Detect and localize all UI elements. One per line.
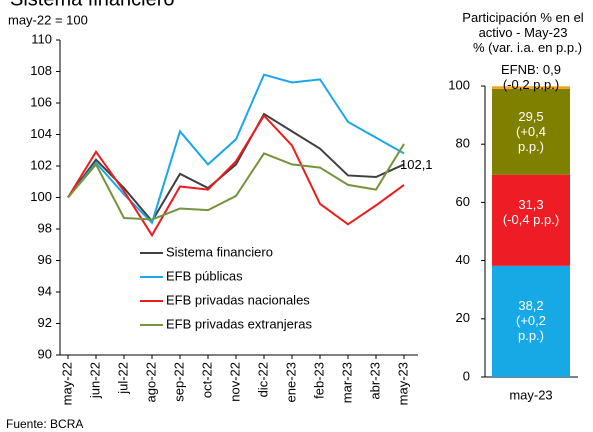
line [67,143,405,221]
bar-subtitle: (var. i.a. en p.p.) [488,40,583,55]
change-label: (+0,2 p.p.) [516,313,546,344]
bar-segment [492,88,570,175]
segment-label: 38,2 (+0,2 p.p.) [502,298,560,343]
segment-label: 29,5 (+0,4 p.p.) [502,109,560,154]
x-tick-label: may-23 [395,362,410,405]
legend-label: EFB privadas extranjeras [166,316,312,331]
x-tick-label: dic-22 [255,362,270,397]
y-tick-label: 60 [456,194,470,209]
line [67,73,405,225]
y-tick-label: 96 [38,252,52,267]
bar-title: Participación % en el activo - May-23 [462,10,584,40]
bar-ylabel: % [472,40,485,55]
x-tick-label: abr-23 [367,362,382,400]
y-tick-label: 106 [30,94,52,109]
bar-segment [492,265,570,377]
x-tick-label: feb-23 [311,362,326,399]
y-tick-label: 92 [38,315,52,330]
y-tick-label: 80 [456,136,470,151]
chart-title: Sistema financiero [10,0,175,10]
y-tick-label: 98 [38,220,52,235]
y-tick-label: 110 [31,31,52,46]
y-tick-label: 100 [448,77,470,92]
value-label: 38,2 [518,298,544,314]
y-tick-label: 100 [30,189,52,204]
y-tick-label: 104 [30,126,52,141]
line [67,112,405,223]
y-tick-label: 94 [38,283,52,298]
x-tick-label: sep-22 [171,362,186,402]
data-label: 102,1 [400,157,433,172]
y-tick-label: 0 [463,368,470,383]
y-tick-label: 108 [30,63,52,78]
x-tick-label: nov-22 [227,362,242,402]
bar-subtitle-row: % (var. i.a. en p.p.) [455,40,593,55]
value-label: 29,5 [518,108,544,124]
legend-label: Sistema financiero [166,244,273,259]
change-label: (-0,2 p.p.) [502,77,560,93]
x-tick-label: may-23 [509,387,552,402]
x-tick-label: mar-23 [339,362,354,403]
y-tick-label: 90 [38,346,52,361]
legend-label: EFB públicas [166,268,243,283]
x-tick-label: jul-22 [115,362,130,395]
segment-label: 31,3 (-0,4 p.p.) [502,197,560,227]
y-tick-label: 102 [30,157,52,172]
bar-segment [492,86,570,89]
x-tick-label: may-22 [59,362,74,405]
legend-label: EFB privadas nacionales [166,292,310,307]
x-tick-label: ago-22 [143,362,158,402]
change-label: (+0,4 p.p.) [516,123,546,154]
line [67,113,405,238]
y-tick-label: 40 [456,252,470,267]
y-tick-label: 20 [456,310,470,325]
value-label: 31,3 [518,197,544,213]
source: Fuente: BCRA [6,417,83,431]
bar-segment [492,174,570,266]
change-label: (-0,4 p.p.) [502,212,560,228]
x-tick-label: jun-22 [87,362,102,399]
segment-label: EFNB: 0,9 (-0,2 p.p.) [472,62,590,92]
x-tick-label: ene-23 [283,362,298,402]
x-tick-label: oct-22 [199,362,214,398]
value-label: EFNB: 0,9 [501,62,561,78]
chart-subtitle: may-22 = 100 [8,12,88,27]
